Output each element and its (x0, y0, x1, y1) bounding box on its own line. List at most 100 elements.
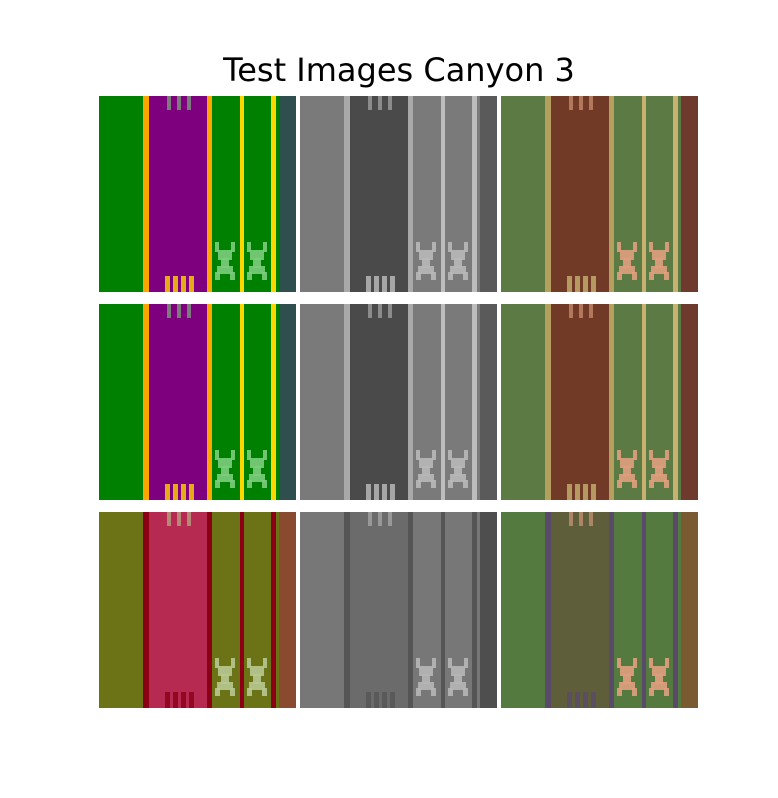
sprite-pixel (664, 272, 669, 280)
test-image (99, 304, 296, 500)
canyon-frame (501, 512, 698, 708)
canyon-wall (545, 512, 551, 708)
bottom-marker (382, 484, 387, 500)
canyon-floor (149, 96, 207, 292)
sprite-pixel (617, 480, 622, 488)
bottom-marker (390, 276, 395, 292)
sprite-pixel (617, 688, 622, 696)
bottom-marker (189, 484, 194, 500)
canyon-frame (501, 96, 698, 292)
canyon-wall (344, 304, 350, 500)
sprite-pixel (416, 688, 421, 696)
bottom-marker (189, 692, 194, 708)
sprite-pixel (632, 480, 637, 488)
top-marker (167, 512, 171, 526)
lane-divider (271, 304, 276, 500)
canyon-wall (408, 304, 413, 500)
bottom-marker (374, 692, 379, 708)
lane-divider (441, 96, 445, 292)
bottom-marker (165, 484, 170, 500)
sprite-pixel (463, 272, 468, 280)
canyon-frame (300, 512, 497, 708)
bottom-marker (583, 276, 588, 292)
lane-divider (673, 96, 678, 292)
lane-divider (673, 304, 678, 500)
top-marker (368, 96, 372, 110)
top-marker (167, 304, 171, 318)
top-marker (378, 512, 382, 526)
lane-divider (642, 96, 646, 292)
bottom-marker (374, 276, 379, 292)
canyon-wall (609, 304, 614, 500)
bottom-marker (181, 484, 186, 500)
sprite-pixel (215, 272, 220, 280)
sprite-pixel (448, 480, 453, 488)
bottom-marker (374, 484, 379, 500)
bottom-marker (189, 276, 194, 292)
canyon-wall (207, 96, 212, 292)
canyon-wall (408, 512, 413, 708)
canyon-frame (99, 512, 296, 708)
canyon-wall (408, 96, 413, 292)
bottom-marker (591, 692, 596, 708)
top-marker (589, 96, 593, 110)
bottom-marker (173, 276, 178, 292)
bottom-marker (366, 692, 371, 708)
top-marker (187, 96, 191, 110)
sprite-pixel (649, 688, 654, 696)
bottom-marker (366, 276, 371, 292)
top-marker (187, 304, 191, 318)
lane-divider (472, 512, 477, 708)
lane-divider (472, 96, 477, 292)
sprite-pixel (230, 272, 235, 280)
sprite-pixel (448, 272, 453, 280)
canyon-floor (149, 512, 207, 708)
figure-title: Test Images Canyon 3 (0, 54, 778, 86)
sprite-pixel (649, 480, 654, 488)
right-edge (279, 304, 296, 500)
top-marker (579, 512, 583, 526)
lane-divider (472, 304, 477, 500)
test-image (99, 512, 296, 708)
canyon-wall (207, 512, 212, 708)
top-marker (569, 304, 573, 318)
sprite-pixel (262, 688, 267, 696)
sprite-pixel (215, 480, 220, 488)
top-marker (187, 512, 191, 526)
canyon-frame (300, 304, 497, 500)
canyon-frame (99, 304, 296, 500)
bottom-marker (591, 484, 596, 500)
canyon-wall (143, 512, 149, 708)
lane-divider (441, 512, 445, 708)
bottom-marker (181, 692, 186, 708)
bottom-marker (575, 692, 580, 708)
canyon-wall (143, 304, 149, 500)
sprite-pixel (416, 480, 421, 488)
top-marker (177, 304, 181, 318)
top-marker (569, 96, 573, 110)
test-image (501, 304, 698, 500)
sprite-pixel (230, 480, 235, 488)
canyon-floor (149, 304, 207, 500)
top-marker (378, 304, 382, 318)
sprite-pixel (664, 480, 669, 488)
top-marker (388, 512, 392, 526)
top-marker (177, 96, 181, 110)
canyon-wall (344, 512, 350, 708)
sprite-pixel (632, 272, 637, 280)
sprite-pixel (463, 480, 468, 488)
sprite-pixel (247, 272, 252, 280)
bottom-marker (583, 484, 588, 500)
top-marker (368, 512, 372, 526)
top-marker (177, 512, 181, 526)
canyon-frame (501, 304, 698, 500)
sprite-pixel (262, 480, 267, 488)
lane-divider (240, 512, 244, 708)
bottom-marker (173, 484, 178, 500)
canyon-frame (99, 96, 296, 292)
canyon-wall (143, 96, 149, 292)
top-marker (569, 512, 573, 526)
bottom-marker (165, 692, 170, 708)
lane-divider (240, 304, 244, 500)
right-edge (480, 512, 497, 708)
